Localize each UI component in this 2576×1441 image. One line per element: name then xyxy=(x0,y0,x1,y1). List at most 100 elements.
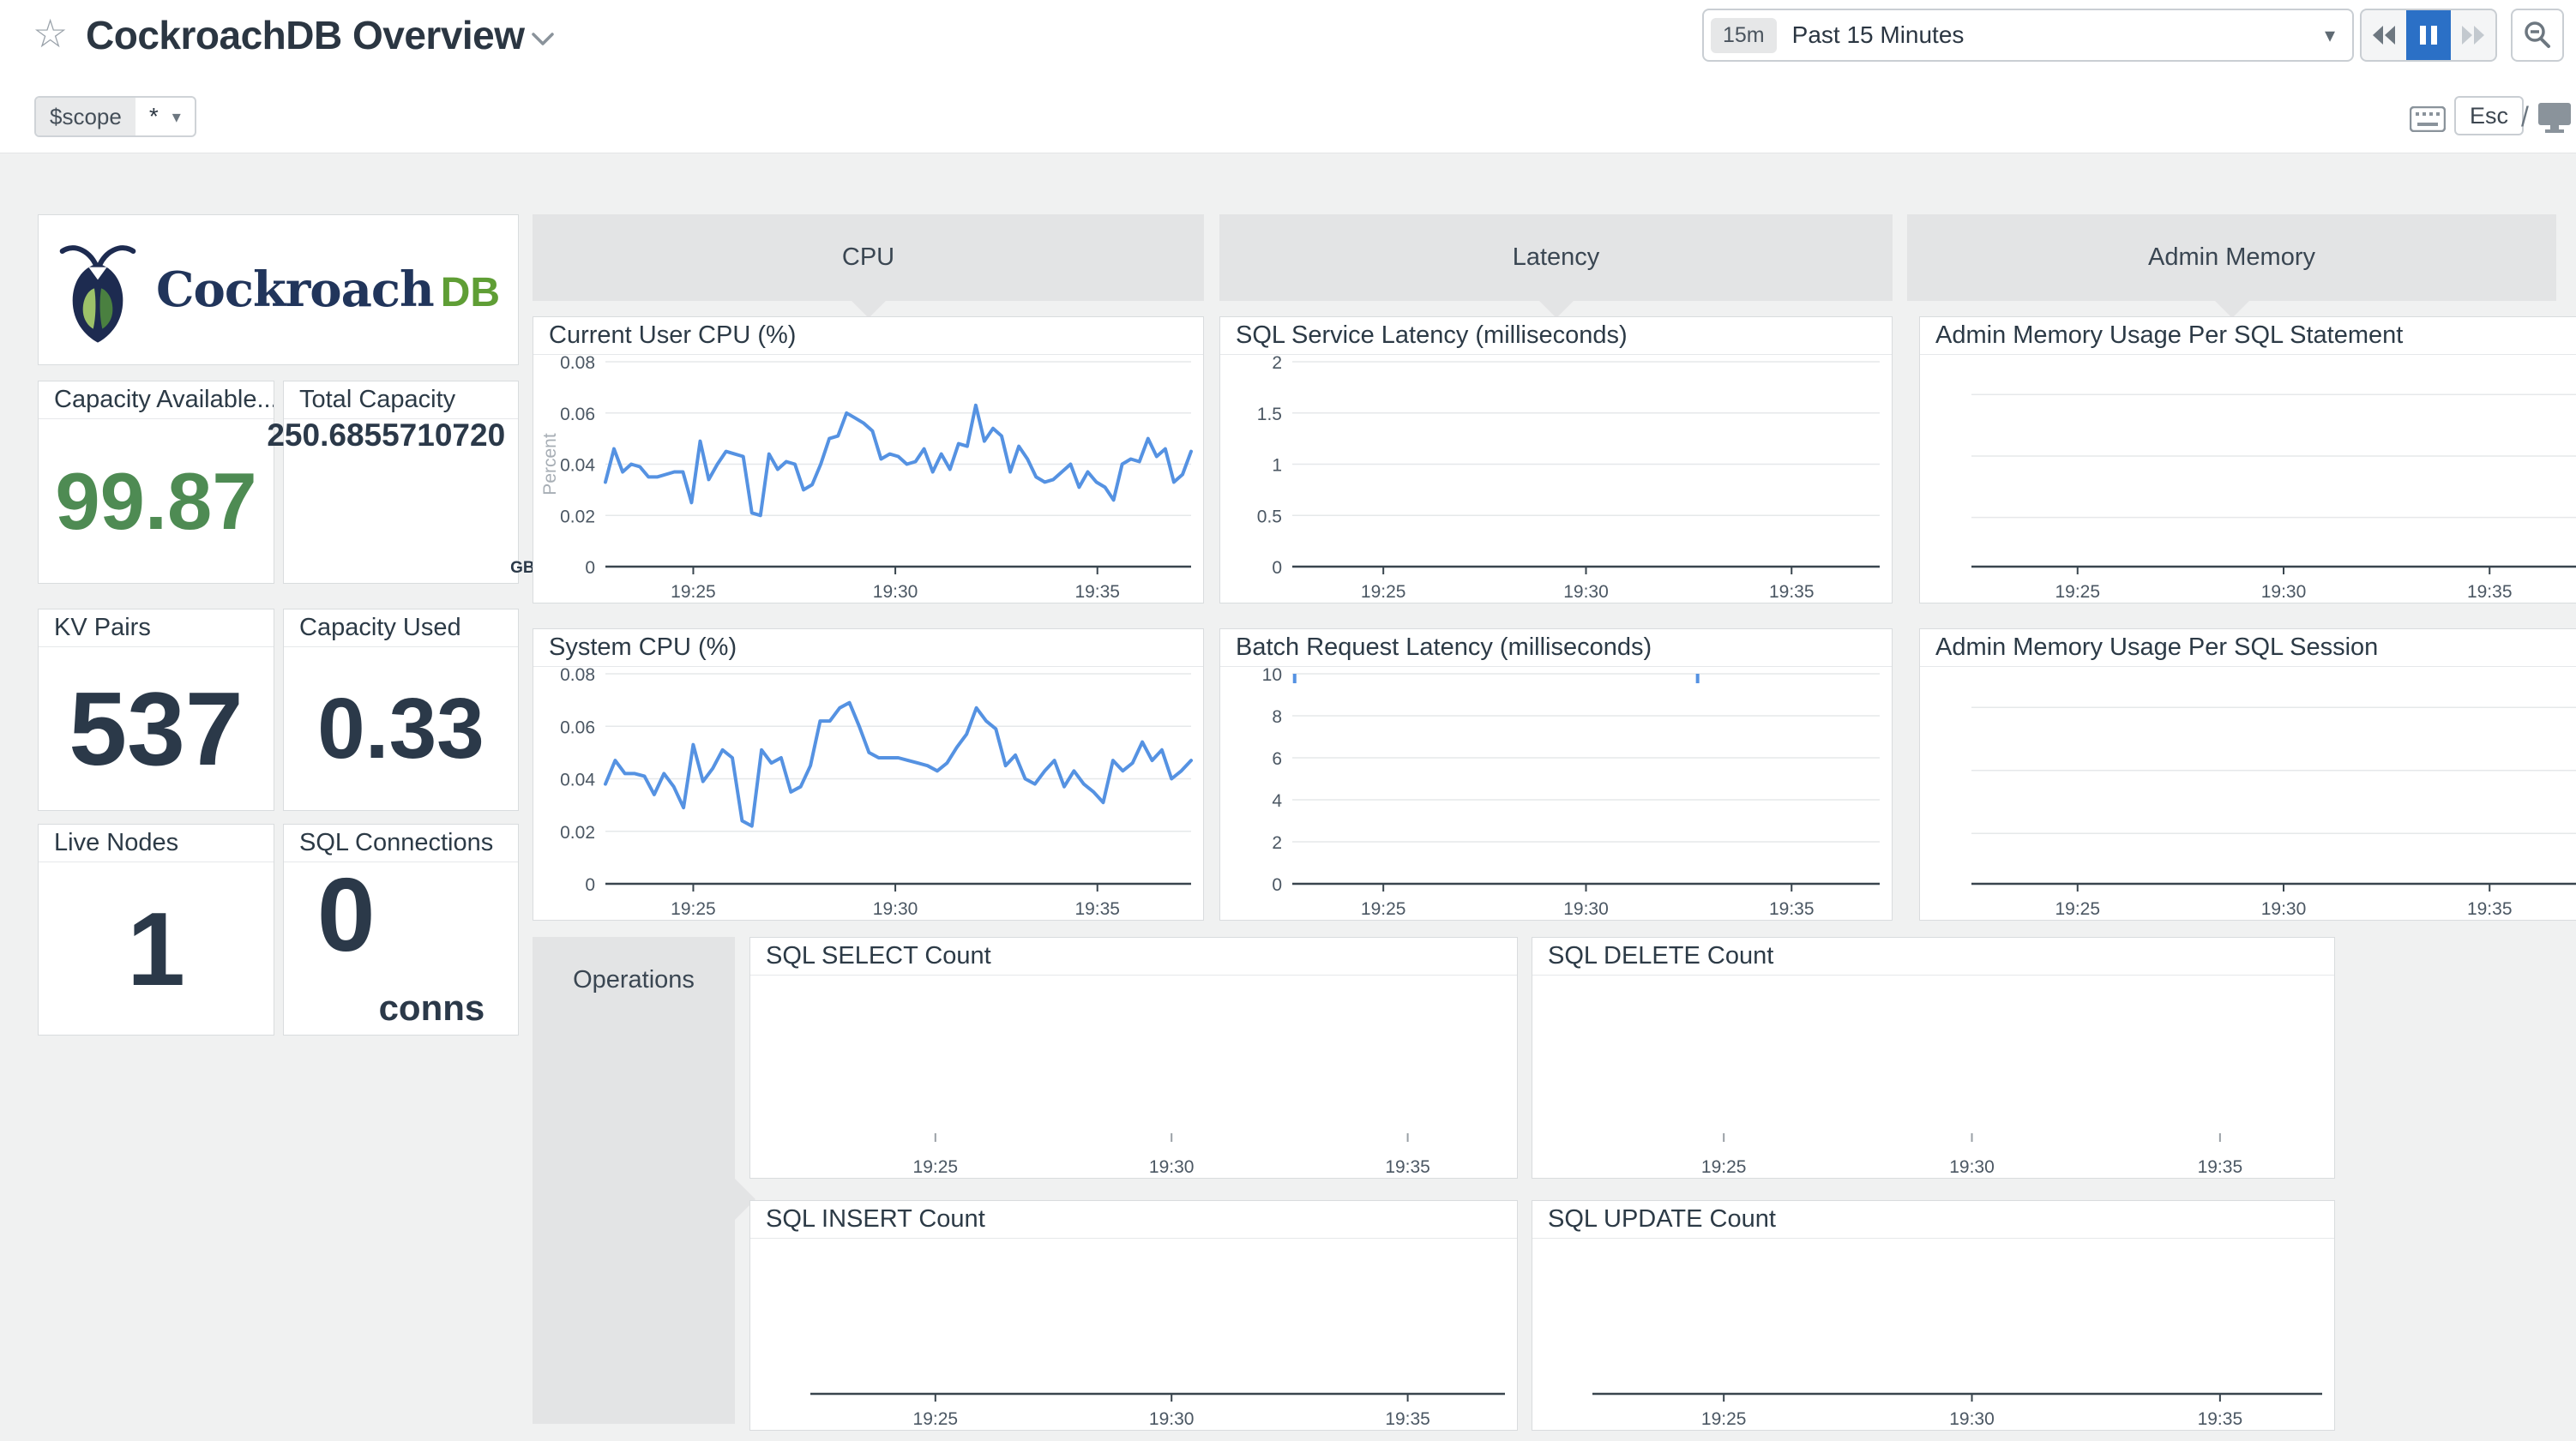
chart-title: Current User CPU (%) xyxy=(533,317,1203,355)
chart-current-user-cpu[interactable]: 0 0.02 0.04 0.06 0.08 19:25 19:30 19:35 Percent xyxy=(533,355,1203,603)
pause-button[interactable] xyxy=(2406,10,2451,60)
template-variable-value-text: * xyxy=(148,103,159,129)
chart-card-sql-service-latency: SQL Service Latency (milliseconds) 0 0.5 1… xyxy=(1219,316,1893,603)
stat-card-capacity-available[interactable]: Capacity Available... 99.87 xyxy=(38,381,274,584)
stat-value: 99.87 xyxy=(55,455,257,546)
chart-title: SQL SELECT Count xyxy=(750,938,1517,976)
svg-text:19:25: 19:25 xyxy=(671,582,716,602)
svg-text:0.08: 0.08 xyxy=(560,355,595,373)
svg-text:19:30: 19:30 xyxy=(1563,899,1609,919)
svg-text:19:30: 19:30 xyxy=(1563,582,1609,602)
svg-text:0: 0 xyxy=(585,558,595,578)
svg-text:2: 2 xyxy=(1272,833,1282,853)
time-range-picker[interactable]: 15m Past 15 Minutes ▾ xyxy=(1702,9,2354,62)
svg-text:0.02: 0.02 xyxy=(560,507,595,526)
chart-card-admin-memory-session: Admin Memory Usage Per SQL Session 19:25… xyxy=(1919,628,2576,921)
dashboard-canvas: Cockroach DB Capacity Available... 99.87 … xyxy=(0,153,2576,1441)
zoom-out-button[interactable] xyxy=(2511,9,2564,62)
svg-text:19:30: 19:30 xyxy=(1149,1409,1195,1429)
chart-card-admin-memory-statement: Admin Memory Usage Per SQL Statement 19:… xyxy=(1919,316,2576,603)
group-header-admin-memory[interactable]: Admin Memory xyxy=(1907,214,2556,318)
chart-sql-service-latency[interactable]: 0 0.5 1 1.5 2 19:25 19:30 19:35 xyxy=(1220,355,1892,603)
time-forward-button[interactable] xyxy=(2451,10,2495,60)
svg-text:1.5: 1.5 xyxy=(1257,405,1282,424)
fast-forward-icon xyxy=(2462,26,2484,45)
chart-sql-insert-count[interactable]: 19:25 19:30 19:35 xyxy=(750,1239,1517,1430)
stat-title: Live Nodes xyxy=(39,825,274,862)
time-shift-button-group xyxy=(2360,9,2497,62)
esc-button[interactable]: Esc xyxy=(2454,96,2525,135)
wordmark-db: DB xyxy=(440,270,501,315)
svg-text:0: 0 xyxy=(585,875,595,895)
svg-text:0.04: 0.04 xyxy=(560,771,595,790)
svg-text:19:30: 19:30 xyxy=(2261,899,2307,919)
chart-admin-memory-session[interactable]: 19:25 19:30 19:35 xyxy=(1920,667,2576,920)
chart-system-cpu[interactable]: 0 0.02 0.04 0.06 0.08 19:25 19:30 19:35 xyxy=(533,667,1203,920)
stat-title: Capacity Used xyxy=(284,609,518,647)
svg-text:19:30: 19:30 xyxy=(2261,582,2307,602)
stat-card-sql-connections[interactable]: SQL Connections 0 conns xyxy=(283,824,519,1036)
svg-text:8: 8 xyxy=(1272,707,1282,727)
stat-value: 250.6855710720 xyxy=(267,417,506,453)
svg-text:19:35: 19:35 xyxy=(2467,899,2513,919)
cockroachdb-wordmark: Cockroach DB xyxy=(156,261,500,318)
title-chevron-down-icon[interactable] xyxy=(530,31,556,52)
chart-title: Batch Request Latency (milliseconds) xyxy=(1220,629,1892,667)
group-header-label: CPU xyxy=(841,243,895,271)
svg-text:19:35: 19:35 xyxy=(2467,582,2513,602)
template-variable-caret-icon: ▾ xyxy=(172,107,181,127)
time-range-caret-icon: ▾ xyxy=(2324,23,2335,47)
svg-text:19:35: 19:35 xyxy=(1769,899,1815,919)
time-backward-button[interactable] xyxy=(2362,10,2406,60)
svg-text:19:35: 19:35 xyxy=(1769,582,1815,602)
svg-text:0.06: 0.06 xyxy=(560,405,595,424)
stat-card-total-capacity[interactable]: Total Capacity 250.6855710720 GB xyxy=(267,381,535,584)
group-header-latency[interactable]: Latency xyxy=(1219,214,1893,318)
header: ☆ CockroachDB Overview 15m Past 15 Minut… xyxy=(0,0,2576,153)
group-header-cpu[interactable]: CPU xyxy=(533,214,1204,318)
svg-text:19:35: 19:35 xyxy=(1385,1409,1430,1429)
chart-admin-memory-statement[interactable]: 19:25 19:30 19:35 xyxy=(1920,355,2576,603)
group-header-label: Latency xyxy=(1512,243,1600,271)
stat-title: KV Pairs xyxy=(39,609,274,647)
favorite-star-icon[interactable]: ☆ xyxy=(33,11,69,56)
chart-card-sql-update-count: SQL UPDATE Count 19:25 19:30 19:35 xyxy=(1532,1200,2335,1431)
chart-sql-delete-count[interactable]: 19:25 19:30 19:35 xyxy=(1532,976,2334,1178)
svg-text:19:30: 19:30 xyxy=(1949,1157,1995,1177)
svg-text:19:25: 19:25 xyxy=(1701,1157,1747,1177)
chart-card-sql-insert-count: SQL INSERT Count 19:25 19:30 19:35 xyxy=(749,1200,1518,1431)
time-range-label: Past 15 Minutes xyxy=(1791,21,1965,48)
stat-value: 0.33 xyxy=(317,681,485,777)
chart-sql-update-count[interactable]: 19:25 19:30 19:35 xyxy=(1532,1239,2334,1430)
svg-text:19:30: 19:30 xyxy=(1149,1157,1195,1177)
stat-card-capacity-used[interactable]: Capacity Used 0.33 xyxy=(283,609,519,811)
group-header-label: Admin Memory xyxy=(2148,243,2315,271)
svg-text:19:30: 19:30 xyxy=(1949,1409,1995,1429)
stat-unit: conns xyxy=(378,988,485,1028)
stat-card-live-nodes[interactable]: Live Nodes 1 xyxy=(38,824,274,1036)
pause-icon xyxy=(2420,26,2437,45)
template-variable-scope[interactable]: $scope * ▾ xyxy=(34,96,196,137)
tv-mode-icon[interactable] xyxy=(2537,101,2573,138)
chart-title: SQL UPDATE Count xyxy=(1532,1201,2334,1239)
chart-sql-select-count[interactable]: 19:25 19:30 19:35 xyxy=(750,976,1517,1178)
chart-card-batch-request-latency: Batch Request Latency (milliseconds) 0 2 4… xyxy=(1219,628,1893,921)
chart-title: SQL DELETE Count xyxy=(1532,938,2334,976)
chart-title: Admin Memory Usage Per SQL Session xyxy=(1920,629,2576,667)
svg-text:19:25: 19:25 xyxy=(1361,582,1406,602)
stat-unit: GB xyxy=(510,559,535,577)
stat-title: SQL Connections xyxy=(284,825,518,862)
svg-text:Percent: Percent xyxy=(540,433,560,495)
stat-card-kv-pairs[interactable]: KV Pairs 537 xyxy=(38,609,274,811)
rewind-icon xyxy=(2373,26,2395,45)
chart-batch-request-latency[interactable]: 0 2 4 6 8 10 19:25 19:30 19:35 xyxy=(1220,667,1892,920)
stat-title: Total Capacity xyxy=(284,381,518,419)
svg-text:0: 0 xyxy=(1272,558,1282,578)
keyboard-shortcuts-icon[interactable] xyxy=(2409,105,2447,136)
chart-title: Admin Memory Usage Per SQL Statement xyxy=(1920,317,2576,355)
svg-text:19:35: 19:35 xyxy=(1074,582,1120,602)
svg-text:0: 0 xyxy=(1272,875,1282,895)
group-header-operations[interactable]: Operations xyxy=(533,937,755,1424)
group-header-label: Operations xyxy=(573,966,695,994)
chart-title: SQL Service Latency (milliseconds) xyxy=(1220,317,1892,355)
